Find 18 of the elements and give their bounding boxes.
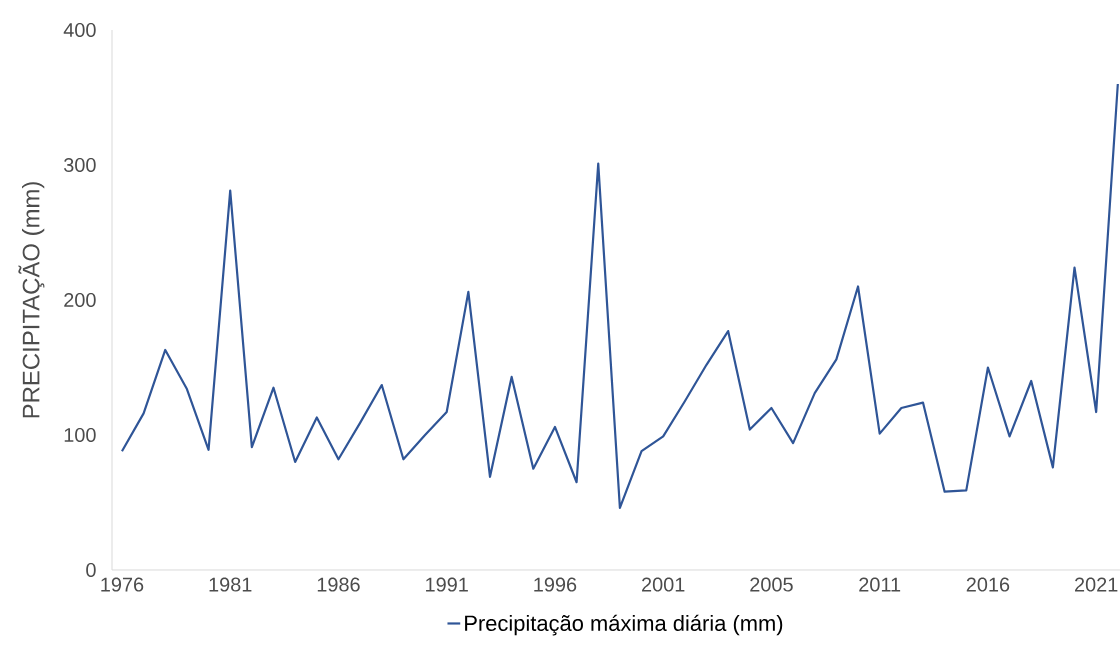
x-tick-label: 2005 [750, 577, 793, 592]
line-series [120, 82, 1119, 509]
y-tick-label: 200 [64, 292, 96, 308]
x-tick-label: 1981 [209, 577, 252, 592]
x-tick-label: 2016 [966, 577, 1010, 592]
x-tick-label: 1996 [534, 577, 577, 592]
x-tick-label: 1991 [426, 577, 468, 592]
x-tick-label: 2021 [1075, 577, 1118, 592]
x-tick-label: 1986 [317, 577, 360, 592]
y-tick-label: 300 [64, 157, 96, 173]
y-tick-label: 0 [86, 562, 96, 578]
x-tick-label: 1976 [101, 577, 144, 592]
y-tick-label: 400 [63, 22, 96, 38]
x-tick-label: 2011 [859, 577, 901, 592]
x-tick-label: 2001 [642, 577, 685, 592]
y-tick-label: 100 [64, 427, 96, 443]
legend-label: Precipitação máxima diária (mm) [465, 614, 783, 636]
y-axis-title: PRECIPITAÇÃO (mm) [18, 182, 45, 418]
